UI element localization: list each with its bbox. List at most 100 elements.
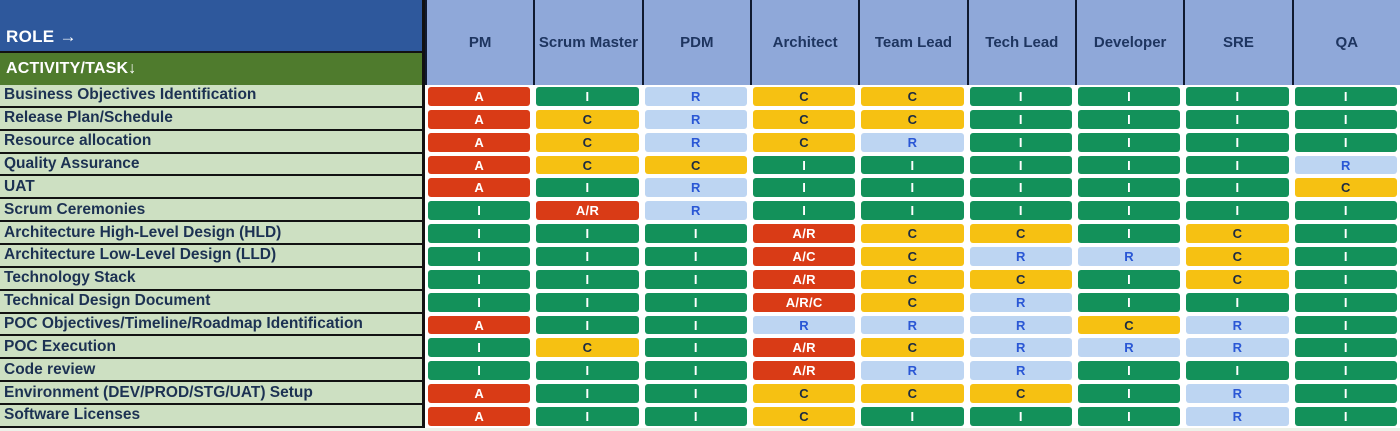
raci-cell: C: [749, 130, 859, 154]
raci-value-chip: C: [861, 292, 964, 312]
raci-cell: I: [425, 245, 534, 268]
raci-cell: C: [858, 222, 967, 246]
raci-value-chip: I: [969, 132, 1072, 152]
raci-cell: I: [1183, 176, 1292, 200]
task-label: POC Execution: [0, 336, 425, 360]
raci-cell: I: [1074, 199, 1184, 223]
raci-value-chip: I: [1294, 361, 1397, 381]
corner-header-cell: ROLE → ACTIVITY/TASK↓: [0, 0, 425, 85]
raci-cell: R: [641, 130, 750, 154]
role-header-team-lead: Team Lead: [858, 0, 967, 85]
raci-cell: C: [1183, 245, 1292, 268]
raci-value-chip: I: [536, 178, 639, 198]
raci-value-chip: R: [1077, 247, 1181, 266]
raci-cell: I: [533, 267, 642, 291]
raci-value-chip: A: [428, 384, 531, 404]
raci-value-chip: A: [428, 87, 531, 106]
raci-cell: I: [1074, 85, 1184, 108]
task-row-poc-objectives-timeline-roadmap-identification: POC Objectives/Timeline/Roadmap Identifi…: [0, 313, 1400, 337]
raci-value-chip: I: [1077, 384, 1181, 404]
raci-value-chip: A/R: [536, 201, 639, 221]
task-row-software-licenses: Software Licenses A I I C I I I R I: [0, 405, 1400, 428]
raci-value-chip: I: [1077, 269, 1181, 289]
raci-cell: I: [1291, 130, 1400, 154]
role-axis-label: ROLE →: [0, 0, 422, 53]
raci-cell: A/R: [749, 222, 859, 246]
raci-cell: I: [533, 85, 642, 108]
task-label: Business Objectives Identification: [0, 85, 425, 108]
raci-cell: R: [1183, 336, 1292, 360]
raci-value-chip: C: [536, 338, 639, 358]
raci-value-chip: I: [1294, 247, 1397, 266]
task-row-technology-stack: Technology Stack I I I A/R C C I C I: [0, 267, 1400, 291]
raci-value-chip: C: [536, 132, 639, 152]
raci-value-chip: I: [1077, 155, 1181, 175]
raci-cell: C: [1074, 313, 1184, 337]
raci-value-chip: C: [536, 155, 639, 175]
raci-value-chip: I: [428, 201, 531, 221]
raci-value-chip: R: [644, 87, 747, 106]
raci-value-chip: A: [428, 178, 531, 198]
task-row-architecture-low-level-design-lld: Architecture Low-Level Design (LLD) I I I A/…: [0, 245, 1400, 268]
task-row-technical-design-document: Technical Design Document I I I A/R/C C R I I I: [0, 290, 1400, 314]
raci-value-chip: A/R/C: [752, 292, 856, 312]
raci-cell: I: [425, 359, 534, 383]
raci-cell: R: [1183, 313, 1292, 337]
raci-value-chip: C: [969, 224, 1072, 244]
raci-cell: R: [1183, 382, 1292, 406]
raci-value-chip: I: [1294, 224, 1397, 244]
raci-value-chip: I: [1077, 407, 1181, 426]
raci-cell: I: [1074, 405, 1184, 428]
raci-value-chip: R: [644, 201, 747, 221]
raci-cell: R: [966, 336, 1075, 360]
raci-value-chip: R: [969, 338, 1072, 358]
raci-cell: I: [1074, 222, 1184, 246]
raci-value-chip: I: [1294, 384, 1397, 404]
task-row-release-plan-schedule: Release Plan/Schedule A C R C C I I I I: [0, 107, 1400, 131]
raci-value-chip: R: [861, 132, 964, 152]
raci-value-chip: I: [969, 178, 1072, 198]
task-row-poc-execution: POC Execution I C I A/R C R R R I: [0, 336, 1400, 360]
raci-cell: C: [966, 222, 1075, 246]
role-header-developer: Developer: [1074, 0, 1184, 85]
raci-value-chip: I: [428, 247, 531, 266]
raci-value-chip: R: [1186, 384, 1289, 404]
raci-cell: I: [1291, 267, 1400, 291]
raci-value-chip: C: [861, 224, 964, 244]
raci-value-chip: C: [1186, 247, 1289, 266]
raci-value-chip: A/C: [752, 247, 856, 266]
raci-value-chip: R: [644, 178, 747, 198]
raci-value-chip: I: [644, 224, 747, 244]
raci-cell: I: [749, 199, 859, 223]
raci-cell: I: [1074, 130, 1184, 154]
raci-cell: R: [966, 290, 1075, 314]
task-label: Scrum Ceremonies: [0, 199, 425, 223]
raci-value-chip: A: [428, 132, 531, 152]
raci-cell: C: [749, 85, 859, 108]
raci-cell: R: [641, 199, 750, 223]
raci-cell: I: [641, 222, 750, 246]
raci-value-chip: I: [861, 178, 964, 198]
raci-cell: A/R: [749, 359, 859, 383]
raci-value-chip: I: [752, 178, 856, 198]
raci-cell: I: [1074, 176, 1184, 200]
raci-value-chip: I: [536, 87, 639, 106]
raci-value-chip: R: [861, 361, 964, 381]
raci-value-chip: I: [536, 247, 639, 266]
task-label: Code review: [0, 359, 425, 383]
raci-value-chip: A: [428, 109, 531, 129]
raci-cell: I: [533, 176, 642, 200]
raci-value-chip: I: [1077, 292, 1181, 312]
raci-value-chip: I: [1077, 201, 1181, 221]
raci-cell: A/R: [533, 199, 642, 223]
raci-value-chip: I: [1186, 178, 1289, 198]
raci-value-chip: C: [969, 384, 1072, 404]
raci-cell: A/R/C: [749, 290, 859, 314]
raci-value-chip: I: [1294, 338, 1397, 358]
raci-cell: C: [533, 107, 642, 131]
raci-value-chip: C: [1186, 269, 1289, 289]
raci-value-chip: I: [1294, 132, 1397, 152]
raci-cell: I: [1291, 199, 1400, 223]
raci-cell: I: [1291, 85, 1400, 108]
